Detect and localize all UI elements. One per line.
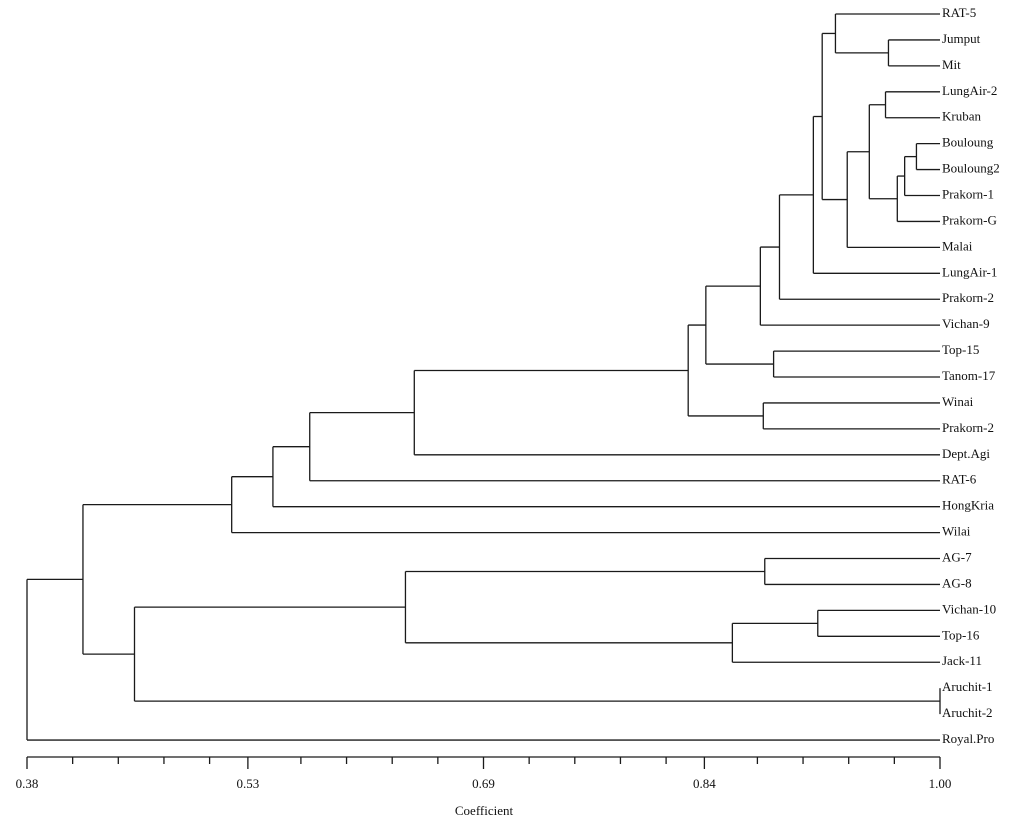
leaf-label: Prakorn-2 [942, 420, 994, 435]
leaf-label: AG-7 [942, 550, 972, 565]
leaf-label: RAT-6 [942, 472, 977, 487]
leaf-label: Bouloung2 [942, 161, 1000, 176]
chart: Coefficient 0.38 0.53 0.69 0.84 1.00 RAT-5 Jum… [0, 0, 1033, 826]
page: Coefficient 0.38 0.53 0.69 0.84 1.00 RAT-5 Jum… [0, 0, 1033, 826]
leaf-label: Bouloung [942, 135, 994, 150]
leaf-label: Jack-11 [942, 653, 982, 668]
leaf-label: LungAir-1 [942, 264, 997, 279]
leaf-label: Jumput [942, 31, 981, 46]
leaf-label: Mit [942, 57, 961, 72]
leaf-label: Tanom-17 [942, 368, 996, 383]
leaf-label: Aruchit-1 [942, 679, 993, 694]
background [0, 0, 1033, 826]
leaf-label: Prakorn-1 [942, 186, 994, 201]
leaf-label: Prakorn-G [942, 212, 997, 227]
leaf-label: Kruban [942, 109, 981, 124]
leaf-label: Wilai [942, 524, 971, 539]
leaf-label: Winai [942, 394, 974, 409]
leaf-label: HongKria [942, 498, 994, 513]
x-tick-label: 1.00 [929, 776, 952, 791]
leaf-label: LungAir-2 [942, 83, 997, 98]
leaf-label: Royal.Pro [942, 731, 994, 746]
leaf-label: Prakorn-2 [942, 290, 994, 305]
leaf-label: Top-15 [942, 342, 979, 357]
x-axis-title: Coefficient [455, 803, 514, 818]
leaf-label: RAT-5 [942, 5, 976, 20]
leaf-label: Vichan-10 [942, 601, 996, 616]
x-tick-label: 0.84 [693, 776, 716, 791]
leaf-label: Vichan-9 [942, 316, 990, 331]
x-tick-label: 0.38 [16, 776, 39, 791]
leaf-label: Dept.Agi [942, 446, 990, 461]
leaf-label: AG-8 [942, 575, 972, 590]
x-tick-label: 0.69 [472, 776, 495, 791]
leaf-label: Top-16 [942, 627, 980, 642]
leaf-label: Aruchit-2 [942, 705, 993, 720]
leaf-label: Malai [942, 238, 973, 253]
x-tick-label: 0.53 [237, 776, 260, 791]
